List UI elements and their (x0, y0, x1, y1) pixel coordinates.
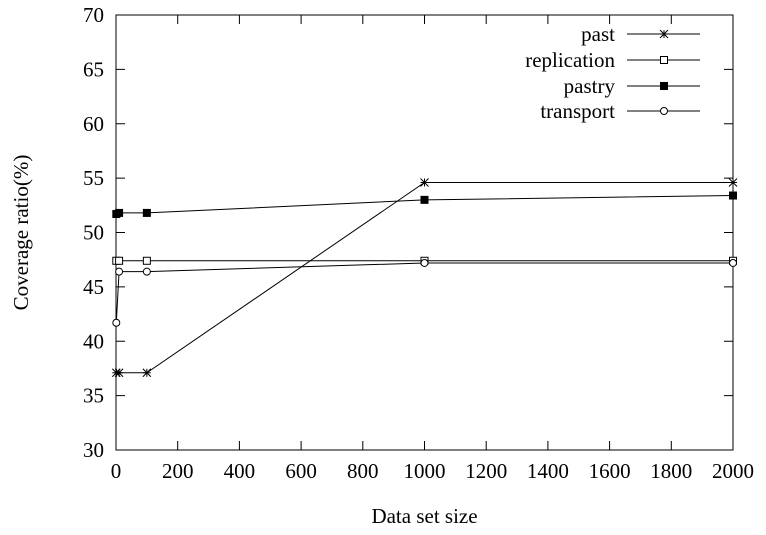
y-tick-label: 40 (83, 329, 104, 353)
y-tick-label: 55 (83, 166, 104, 190)
series-pastry-point-marker (729, 191, 737, 200)
legend-item-transport: transport (540, 99, 700, 123)
series-transport-line (115, 262, 733, 323)
series-past-point-marker-d2 (728, 178, 738, 187)
y-tick-label: 35 (83, 384, 104, 408)
legend-label-replication: replication (525, 48, 615, 72)
x-tick-label: 2000 (712, 459, 754, 483)
legend-item-replication: replication (525, 48, 700, 72)
axes: 30 35 40 45 50 55 60 65 70 0 200 400 600 800 1000 1200 1… (83, 3, 754, 483)
legend-item-pastry: pastry (564, 74, 700, 98)
x-tick-label: 1800 (650, 459, 692, 483)
y-tick-label: 65 (83, 57, 104, 81)
legend-label-transport: transport (540, 99, 615, 123)
legend-label-pastry: pastry (564, 74, 616, 98)
series-transport-point-marker (115, 267, 124, 276)
y-tick-label: 50 (83, 221, 104, 245)
y-tick-label: 60 (83, 112, 104, 136)
series-transport (112, 258, 737, 327)
x-tick-label: 1400 (527, 459, 569, 483)
series-transport-point-marker (142, 267, 151, 276)
series-replication-point-marker (115, 256, 124, 265)
series-past-point-marker-d2 (420, 178, 429, 187)
legend-replication-marker (660, 56, 668, 64)
x-tick-label: 200 (162, 459, 194, 483)
series-transport-point-marker (729, 258, 737, 267)
x-tick-label: 800 (347, 459, 379, 483)
series-past (111, 178, 738, 378)
legend-label-past: past (581, 22, 615, 46)
x-axis-label: Data set size (371, 504, 477, 528)
series-past-point-marker-d2 (114, 368, 124, 378)
legend-item-past: past (581, 22, 700, 46)
x-tick-label: 400 (224, 459, 256, 483)
plot-frame (115, 14, 734, 451)
series-past-line (116, 181, 733, 374)
series-past-point-marker-d2 (142, 368, 152, 378)
series-pastry-point-marker (420, 195, 429, 204)
legend-pastry-marker (660, 82, 668, 90)
series-replication-point-marker (142, 256, 151, 265)
series-pastry-point-marker (142, 208, 151, 217)
series-transport-point-marker (420, 258, 429, 267)
series-pastry-point-marker (115, 208, 124, 217)
y-axis-label: Coverage ratio(%) (9, 155, 33, 311)
legend-transport-marker (660, 107, 668, 115)
legend-past-marker-d2 (659, 29, 669, 39)
series-layer (111, 178, 738, 378)
series-pastry (112, 191, 737, 219)
x-tick-label: 1200 (465, 459, 507, 483)
y-tick-label: 70 (83, 3, 104, 27)
y-tick-label: 30 (83, 438, 104, 462)
x-tick-label: 1600 (589, 459, 631, 483)
x-tick-label: 1000 (404, 459, 446, 483)
y-tick-label: 45 (83, 275, 104, 299)
x-tick-label: 0 (111, 459, 122, 483)
x-tick-label: 600 (285, 459, 317, 483)
series-transport-point-marker (112, 318, 121, 327)
